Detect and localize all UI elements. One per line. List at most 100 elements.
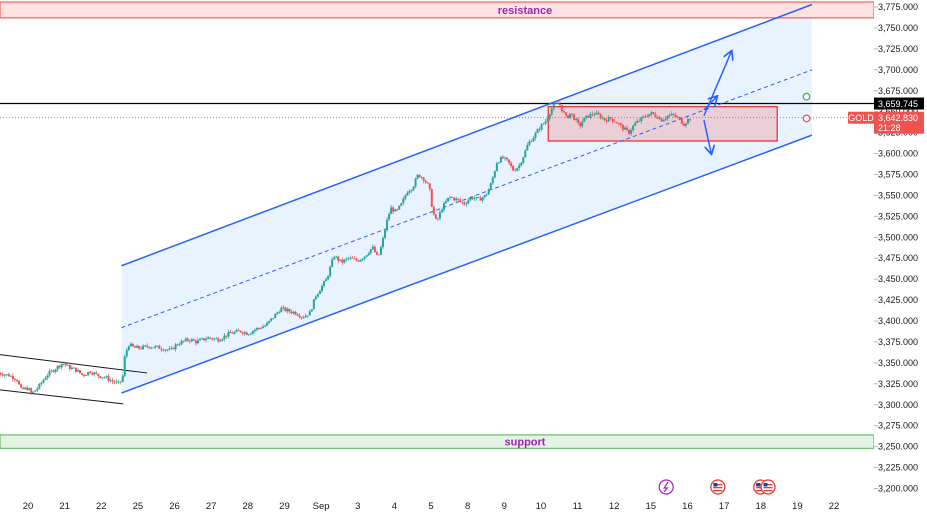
candle-body bbox=[262, 326, 265, 329]
candle-body bbox=[597, 112, 600, 115]
candle-body bbox=[131, 343, 134, 347]
candle-body bbox=[552, 103, 555, 109]
candle-body bbox=[337, 256, 340, 261]
candle-body bbox=[548, 114, 551, 119]
candle-body bbox=[129, 343, 132, 347]
candle-body bbox=[457, 198, 460, 200]
candle-body bbox=[542, 123, 545, 125]
x-tick-label: 4 bbox=[392, 501, 397, 512]
candle-body bbox=[593, 114, 596, 116]
candle-body bbox=[440, 209, 443, 213]
candle-body bbox=[550, 108, 553, 115]
candle-body bbox=[432, 206, 435, 215]
y-tick-label: 3,600.000 bbox=[878, 149, 918, 159]
price-axis-bg bbox=[874, 0, 927, 517]
wedge-upper-line bbox=[0, 354, 148, 374]
candle-body bbox=[135, 345, 138, 348]
candle-body bbox=[501, 156, 504, 159]
candle-body bbox=[251, 331, 254, 334]
y-tick-label: 3,200.000 bbox=[878, 483, 918, 493]
candle-body bbox=[361, 258, 364, 260]
alert-marker-2[interactable] bbox=[802, 114, 811, 123]
x-tick-label: 17 bbox=[719, 501, 730, 512]
candle-body bbox=[249, 333, 252, 335]
flag-stripe bbox=[763, 490, 773, 492]
candle-body bbox=[371, 246, 374, 250]
candle-body bbox=[404, 195, 407, 199]
candle-body bbox=[103, 377, 106, 379]
candle-body bbox=[323, 281, 326, 286]
candle-body bbox=[184, 338, 187, 341]
candle-body bbox=[176, 344, 179, 346]
candle-body bbox=[412, 186, 415, 191]
candle-body bbox=[530, 141, 533, 143]
candle-body bbox=[18, 380, 21, 385]
candle-body bbox=[24, 387, 27, 389]
alert-marker-1[interactable] bbox=[802, 92, 811, 101]
wedge-lower-line bbox=[0, 389, 124, 405]
candle-body bbox=[190, 339, 193, 342]
candle-body bbox=[646, 116, 649, 118]
channel-upper-line bbox=[121, 3, 813, 267]
candle-body bbox=[381, 237, 384, 248]
price-axis[interactable]: 3,200.000 3,225.000 3,250.000 3,275.000 3,30… bbox=[848, 0, 927, 517]
candle-body bbox=[312, 299, 315, 310]
candle-body bbox=[386, 219, 389, 231]
level-price-tag bbox=[874, 97, 924, 110]
candle-body bbox=[178, 344, 181, 346]
candle-body bbox=[1, 374, 4, 376]
time-axis[interactable]: 20 21 22 25 26 27 28 29 Sep 3 4 5 8 9 10 11 12 15 16 17 18 19… bbox=[0, 493, 874, 517]
candle-body bbox=[290, 311, 293, 314]
candle-body bbox=[36, 388, 39, 391]
candle-body bbox=[115, 381, 118, 383]
candle-body bbox=[463, 202, 466, 205]
support-zone bbox=[0, 434, 875, 449]
symbol-tag bbox=[848, 111, 874, 124]
candle-body bbox=[686, 119, 689, 124]
candle-body bbox=[56, 365, 59, 370]
candle-body bbox=[613, 121, 616, 123]
projection-arrow-2 bbox=[703, 119, 711, 153]
candle-body bbox=[294, 311, 297, 315]
y-tick-label: 3,725.000 bbox=[878, 44, 918, 54]
candle-body bbox=[278, 312, 281, 314]
candle-body bbox=[638, 120, 641, 122]
candle-body bbox=[259, 328, 262, 329]
candle-body bbox=[475, 197, 478, 199]
candle-body bbox=[390, 207, 393, 214]
candle-body bbox=[583, 117, 586, 122]
candle-body bbox=[445, 201, 448, 204]
resistance-zone bbox=[0, 1, 875, 19]
candle-body bbox=[121, 375, 124, 382]
arrows-layer bbox=[703, 51, 731, 153]
candle-body bbox=[227, 332, 230, 337]
candle-body bbox=[670, 113, 673, 116]
candle-body bbox=[355, 258, 358, 261]
candle-body bbox=[15, 380, 18, 381]
candle-body bbox=[0, 372, 2, 375]
candle-body bbox=[650, 112, 653, 115]
candle-body bbox=[105, 376, 108, 378]
candle-body bbox=[298, 315, 301, 318]
current-price-value: 3,642.830 bbox=[878, 113, 918, 123]
candle-body bbox=[634, 122, 637, 126]
y-tick-label: 3,475.000 bbox=[878, 253, 918, 263]
flag-stripe bbox=[713, 487, 723, 489]
candle-body bbox=[266, 322, 269, 326]
candle-body bbox=[113, 381, 116, 383]
candle-body bbox=[424, 180, 427, 183]
y-tick-label: 3,575.000 bbox=[878, 169, 918, 179]
candle-body bbox=[406, 192, 409, 196]
candle-body bbox=[436, 218, 439, 220]
candle-body bbox=[623, 127, 626, 130]
candle-body bbox=[434, 214, 437, 219]
candle-body bbox=[243, 332, 246, 334]
candle-body bbox=[85, 375, 88, 376]
candle-body bbox=[678, 117, 681, 119]
candle-body bbox=[152, 347, 155, 349]
candle-body bbox=[107, 376, 110, 381]
candle-body bbox=[32, 391, 35, 393]
x-tick-label: 11 bbox=[573, 501, 583, 512]
level-price-value: 3,659.745 bbox=[878, 99, 918, 109]
